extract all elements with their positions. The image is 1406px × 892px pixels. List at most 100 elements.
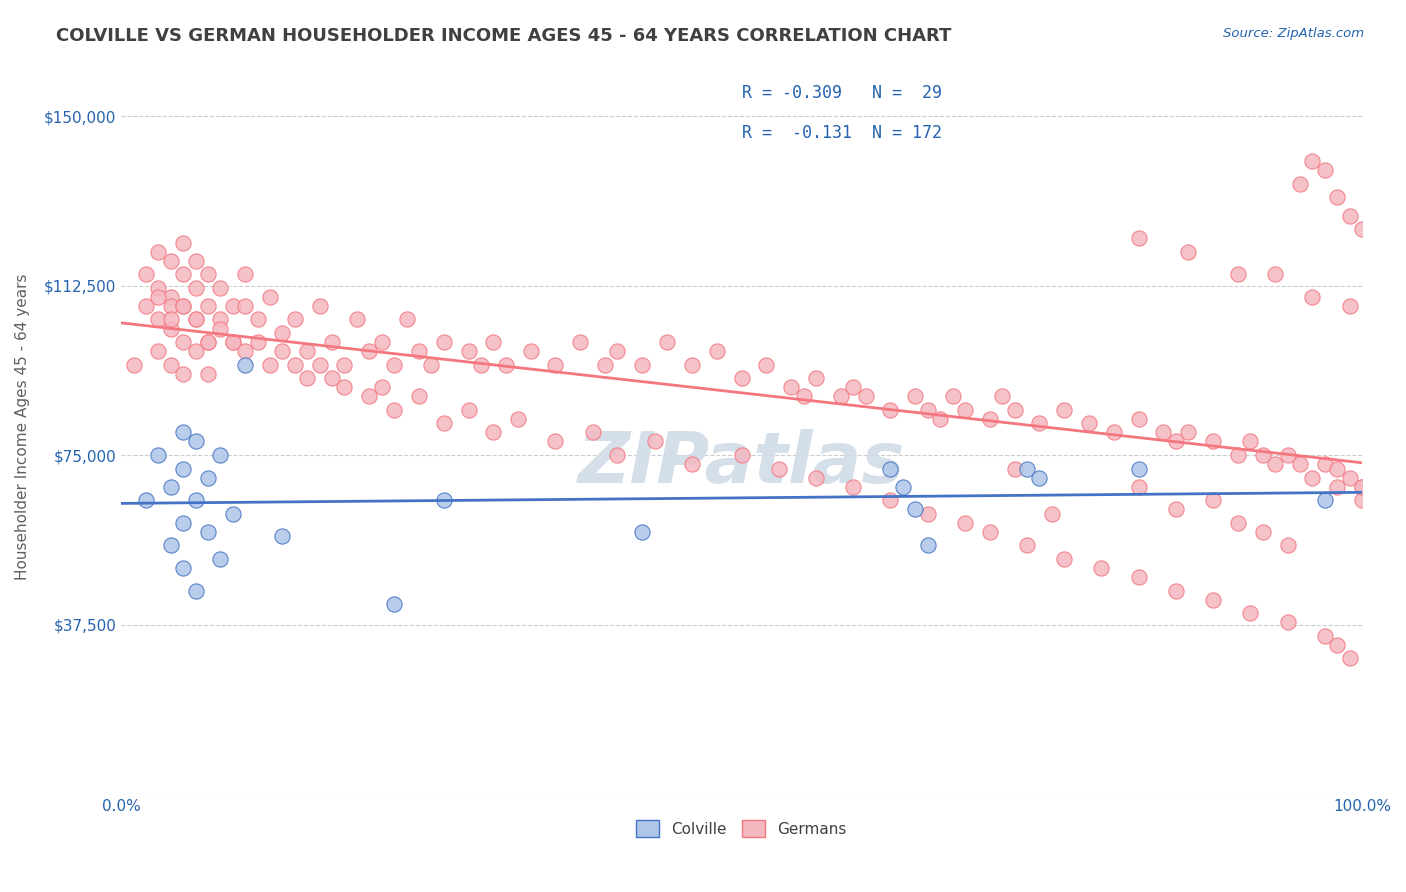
Point: [979, 524, 1001, 539]
Point: [1301, 154, 1323, 169]
Point: [953, 402, 976, 417]
Point: [842, 480, 865, 494]
Point: [233, 344, 256, 359]
Point: [159, 253, 181, 268]
Point: [1152, 425, 1174, 440]
Point: [1078, 417, 1101, 431]
Point: [1128, 231, 1150, 245]
Point: [644, 434, 666, 449]
Point: [135, 299, 157, 313]
Point: [420, 358, 443, 372]
Point: [917, 538, 939, 552]
Point: [1028, 417, 1050, 431]
Point: [1277, 615, 1299, 630]
Point: [1128, 461, 1150, 475]
Point: [159, 312, 181, 326]
Point: [544, 358, 567, 372]
Point: [917, 402, 939, 417]
Point: [433, 417, 456, 431]
Point: [929, 412, 952, 426]
Point: [209, 552, 232, 566]
Point: [1164, 583, 1187, 598]
Point: [222, 299, 245, 313]
Point: [1289, 177, 1312, 191]
Point: [495, 358, 517, 372]
Point: [433, 334, 456, 349]
Point: [1164, 502, 1187, 516]
Point: [209, 281, 232, 295]
Point: [1351, 480, 1374, 494]
Point: [172, 516, 194, 530]
Point: [780, 380, 803, 394]
Point: [768, 461, 790, 475]
Point: [297, 344, 319, 359]
Point: [172, 267, 194, 281]
Point: [1326, 480, 1348, 494]
Point: [209, 312, 232, 326]
Point: [172, 461, 194, 475]
Point: [246, 334, 269, 349]
Point: [830, 389, 852, 403]
Point: [1326, 638, 1348, 652]
Point: [1053, 552, 1076, 566]
Point: [284, 358, 307, 372]
Point: [1351, 493, 1374, 508]
Point: [606, 344, 628, 359]
Point: [408, 344, 430, 359]
Point: [197, 267, 219, 281]
Point: [755, 358, 778, 372]
Point: [681, 358, 703, 372]
Point: [1351, 480, 1374, 494]
Point: [631, 358, 654, 372]
Point: [233, 358, 256, 372]
Point: [159, 538, 181, 552]
Point: [1351, 222, 1374, 236]
Point: [148, 244, 170, 259]
Point: [209, 448, 232, 462]
Point: [359, 344, 381, 359]
Point: [706, 344, 728, 359]
Point: [222, 507, 245, 521]
Point: [370, 380, 392, 394]
Text: ZIPatlas: ZIPatlas: [578, 429, 905, 498]
Point: [1226, 267, 1249, 281]
Point: [271, 529, 294, 543]
Point: [359, 389, 381, 403]
Point: [408, 389, 430, 403]
Point: [1239, 606, 1261, 620]
Text: R =  -0.131  N = 172: R = -0.131 N = 172: [741, 124, 942, 142]
Point: [233, 299, 256, 313]
Point: [135, 267, 157, 281]
Point: [1251, 524, 1274, 539]
Point: [284, 312, 307, 326]
Point: [382, 358, 405, 372]
Point: [222, 334, 245, 349]
Point: [209, 321, 232, 335]
Point: [321, 334, 343, 349]
Point: [184, 312, 207, 326]
Point: [184, 344, 207, 359]
Point: [1202, 434, 1225, 449]
Point: [1313, 493, 1336, 508]
Point: [1277, 538, 1299, 552]
Point: [655, 334, 678, 349]
Point: [793, 389, 815, 403]
Point: [1004, 402, 1026, 417]
Point: [148, 344, 170, 359]
Point: [1226, 448, 1249, 462]
Point: [1128, 480, 1150, 494]
Point: [1326, 461, 1348, 475]
Point: [1339, 299, 1361, 313]
Point: [382, 402, 405, 417]
Point: [879, 402, 901, 417]
Point: [1339, 470, 1361, 484]
Point: [730, 371, 752, 385]
Point: [606, 448, 628, 462]
Point: [197, 334, 219, 349]
Legend: Colville, Germans: Colville, Germans: [628, 813, 855, 845]
Point: [321, 371, 343, 385]
Text: R = -0.309   N =  29: R = -0.309 N = 29: [741, 84, 942, 102]
Point: [1264, 457, 1286, 471]
Point: [172, 425, 194, 440]
Point: [184, 493, 207, 508]
